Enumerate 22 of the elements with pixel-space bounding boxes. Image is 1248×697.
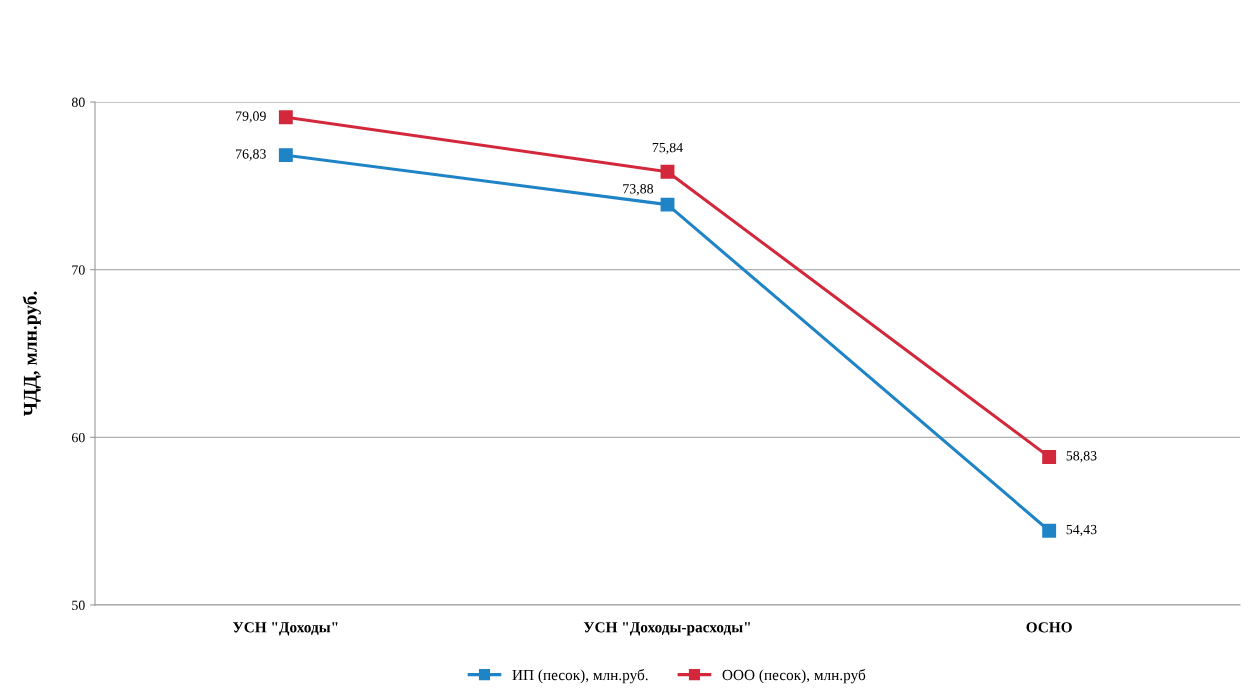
point <box>1042 450 1057 464</box>
point <box>1042 523 1057 538</box>
x-tick-label: УСН "Доходы" <box>232 622 338 636</box>
point <box>278 148 293 163</box>
point <box>660 164 675 179</box>
x-tick-label: ОСНО <box>1026 622 1072 633</box>
data-label: 54,43 <box>1066 524 1097 537</box>
legend-label: ООО (песок), млн.руб <box>722 669 866 684</box>
y-axis-title: ЧДД, млн.руб. <box>22 291 41 417</box>
y-tick-label: 80 <box>71 97 85 107</box>
y-tick-label: 50 <box>72 600 85 610</box>
data-label: 73,88 <box>623 184 654 196</box>
data-label: 76,83 <box>236 149 266 161</box>
data-label: 75,84 <box>652 142 683 155</box>
point <box>278 110 293 125</box>
data-label: 58,83 <box>1066 451 1097 463</box>
x-tick-label: УСН "Доходы-расходы" <box>583 622 750 636</box>
y-tick-label: 60 <box>71 432 85 443</box>
legend-label: ИП (песок), млн.руб. <box>512 669 648 684</box>
point <box>660 197 675 212</box>
y-tick-label: 70 <box>72 265 85 275</box>
data-label: 79,09 <box>236 111 266 123</box>
